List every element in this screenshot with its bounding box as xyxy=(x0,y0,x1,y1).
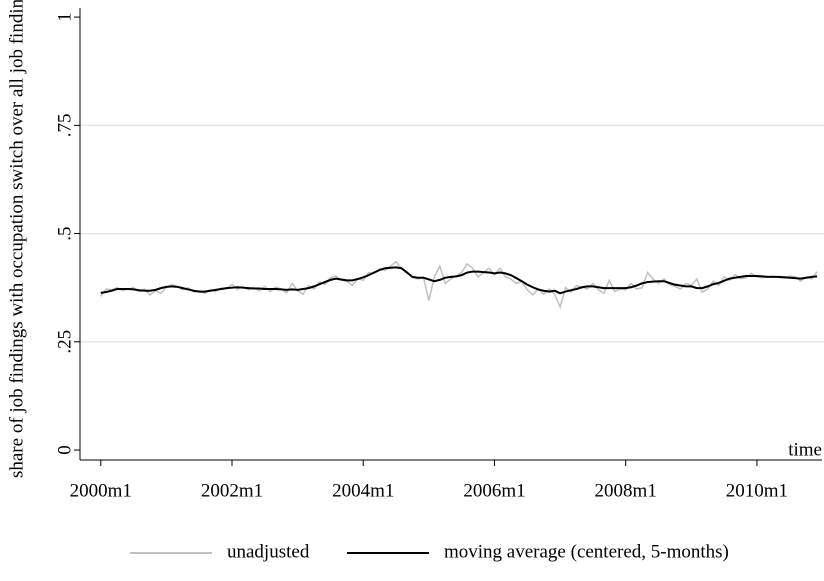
x-tick-label: 2004m1 xyxy=(332,480,394,501)
x-tick-label: 2008m1 xyxy=(595,480,657,501)
legend-label: moving average (centered, 5-months) xyxy=(444,541,729,562)
series-line xyxy=(100,266,818,295)
y-tick-label: .5 xyxy=(54,226,75,240)
series-line xyxy=(100,260,818,310)
x-tick-label: 2000m1 xyxy=(70,480,132,501)
x-tick-label: 2006m1 xyxy=(463,480,525,501)
y-tick-label: 1 xyxy=(54,12,75,22)
y-tick-label: .75 xyxy=(54,113,75,137)
x-tick-label: 2002m1 xyxy=(201,480,263,501)
y-axis-title: share of job findings with occupation sw… xyxy=(6,0,27,478)
y-tick-label: .25 xyxy=(54,330,75,354)
legend-label: unadjusted xyxy=(227,541,310,562)
x-axis-title: time xyxy=(788,439,822,460)
y-tick-label: 0 xyxy=(54,445,75,455)
x-tick-label: 2010m1 xyxy=(726,480,788,501)
